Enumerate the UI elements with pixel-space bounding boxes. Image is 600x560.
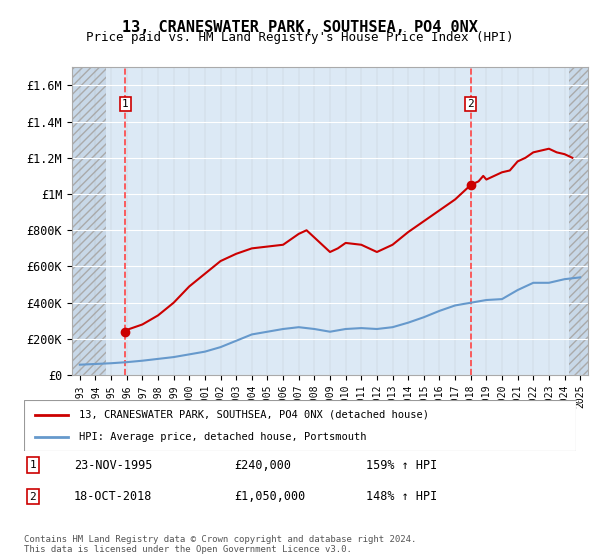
- Text: 159% ↑ HPI: 159% ↑ HPI: [366, 459, 437, 472]
- Text: 13, CRANESWATER PARK, SOUTHSEA, PO4 0NX (detached house): 13, CRANESWATER PARK, SOUTHSEA, PO4 0NX …: [79, 409, 429, 419]
- Text: 148% ↑ HPI: 148% ↑ HPI: [366, 490, 437, 503]
- Text: 23-NOV-1995: 23-NOV-1995: [74, 459, 152, 472]
- FancyBboxPatch shape: [24, 400, 576, 451]
- Bar: [72, 67, 106, 375]
- Text: Price paid vs. HM Land Registry's House Price Index (HPI): Price paid vs. HM Land Registry's House …: [86, 31, 514, 44]
- Text: £240,000: £240,000: [234, 459, 291, 472]
- Text: £1,050,000: £1,050,000: [234, 490, 305, 503]
- Text: 1: 1: [29, 460, 36, 470]
- Text: HPI: Average price, detached house, Portsmouth: HPI: Average price, detached house, Port…: [79, 432, 367, 442]
- Text: 2: 2: [29, 492, 36, 502]
- Text: Contains HM Land Registry data © Crown copyright and database right 2024.
This d: Contains HM Land Registry data © Crown c…: [24, 535, 416, 554]
- Text: 18-OCT-2018: 18-OCT-2018: [74, 490, 152, 503]
- Bar: [569, 67, 588, 375]
- Text: 1: 1: [122, 99, 128, 109]
- Text: 13, CRANESWATER PARK, SOUTHSEA, PO4 0NX: 13, CRANESWATER PARK, SOUTHSEA, PO4 0NX: [122, 20, 478, 35]
- Text: 2: 2: [467, 99, 474, 109]
